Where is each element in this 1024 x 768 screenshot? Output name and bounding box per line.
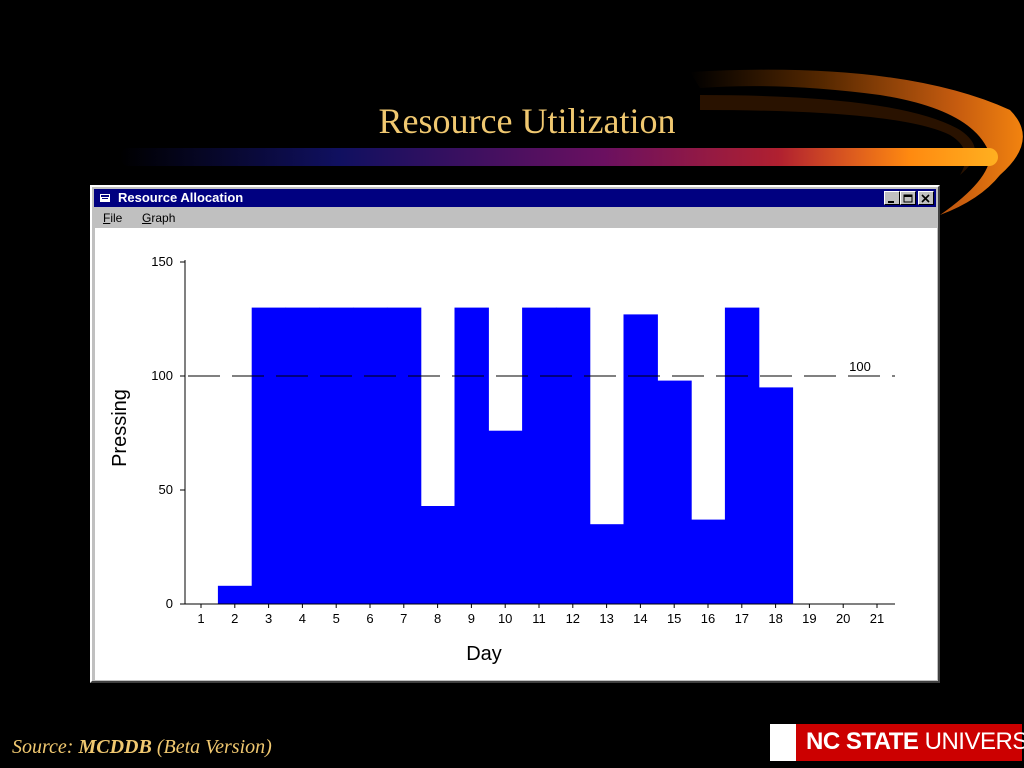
x-tick-label-14: 14	[633, 611, 647, 626]
bar-day-17	[724, 307, 760, 604]
x-tick-label-10: 10	[498, 611, 512, 626]
close-icon	[921, 194, 930, 203]
x-tick-label-19: 19	[802, 611, 816, 626]
menu-graph[interactable]: Graph	[142, 209, 175, 227]
slide-title: Resource Utilization	[378, 101, 676, 141]
x-tick-label-1: 1	[197, 611, 204, 626]
bar-day-12	[555, 307, 591, 604]
bar-day-15	[657, 380, 692, 604]
bar-day-4	[285, 307, 320, 604]
y-tick-label-0: 0	[166, 596, 173, 611]
y-tick-label-50: 50	[159, 482, 173, 497]
window-titlebar[interactable]: Resource Allocation	[94, 189, 936, 207]
bar-day-11	[522, 307, 557, 604]
bar-day-5	[319, 307, 354, 604]
window-title: Resource Allocation	[118, 190, 244, 205]
x-tick-label-12: 12	[566, 611, 580, 626]
bar-day-2	[217, 585, 253, 604]
maximize-icon	[903, 194, 913, 203]
x-tick-label-3: 3	[265, 611, 272, 626]
logo-text: NC STATE UNIVERSITY	[806, 728, 1024, 756]
x-tick-label-5: 5	[333, 611, 340, 626]
reference-line-label: 100	[849, 359, 871, 374]
bar-day-10	[488, 430, 523, 604]
y-tick-label-150: 150	[151, 254, 173, 269]
source-name: MCDDB	[78, 736, 152, 758]
bar-day-18	[758, 387, 794, 604]
x-tick-label-11: 11	[532, 611, 546, 626]
logo-white-block	[770, 724, 796, 761]
x-tick-label-9: 9	[468, 611, 475, 626]
x-tick-label-21: 21	[870, 611, 884, 626]
bar-day-9	[454, 307, 489, 604]
source-caption: Source: MCDDB (Beta Version)	[12, 736, 272, 759]
menubar: File Graph	[94, 209, 936, 227]
bar-day-13	[589, 524, 625, 604]
menu-graph-accel: G	[142, 211, 152, 225]
logo-bold-text: NC STATE	[806, 728, 919, 755]
menu-file-label: ile	[110, 211, 123, 225]
menu-graph-label: raph	[151, 211, 176, 225]
x-tick-label-13: 13	[599, 611, 613, 626]
x-tick-label-8: 8	[434, 611, 441, 626]
menu-file[interactable]: File	[103, 209, 122, 227]
x-tick-label-20: 20	[836, 611, 850, 626]
x-tick-label-4: 4	[299, 611, 306, 626]
bar-day-14	[623, 314, 658, 604]
x-tick-label-17: 17	[735, 611, 749, 626]
menu-file-accel: F	[103, 211, 111, 225]
logo-light-text: UNIVERSITY	[924, 728, 1024, 755]
minimize-button[interactable]	[884, 191, 900, 205]
x-tick-label-15: 15	[667, 611, 681, 626]
bar-day-8	[420, 506, 456, 604]
maximize-button[interactable]	[900, 191, 916, 205]
y-tick-label-100: 100	[151, 368, 173, 383]
minimize-icon	[888, 201, 894, 203]
x-axis-label: Day	[466, 643, 502, 665]
y-axis-label: Pressing	[109, 389, 131, 467]
x-tick-label-6: 6	[366, 611, 373, 626]
ncstate-logo: NC STATE UNIVERSITY	[770, 724, 1024, 761]
close-button[interactable]	[918, 191, 934, 205]
bar-day-6	[353, 307, 388, 604]
source-suffix: (Beta Version)	[151, 736, 272, 758]
x-tick-label-18: 18	[768, 611, 782, 626]
x-tick-label-7: 7	[400, 611, 407, 626]
app-icon	[100, 194, 110, 202]
title-swoosh-graphic	[120, 69, 1023, 215]
bar-day-16	[691, 519, 726, 604]
resource-allocation-window: Resource Allocation File Graph 0 50 100 150…	[90, 185, 940, 683]
x-tick-label-16: 16	[701, 611, 715, 626]
bar-day-7	[386, 307, 422, 604]
source-prefix: Source:	[12, 736, 79, 758]
chart-area: 0 50 100 150 1 2 3 4 5 6 7 8 9 10 11 12 13 14 15 16 17 18 19 20…	[95, 228, 937, 680]
x-tick-label-2: 2	[231, 611, 238, 626]
bar-day-3	[251, 307, 287, 604]
